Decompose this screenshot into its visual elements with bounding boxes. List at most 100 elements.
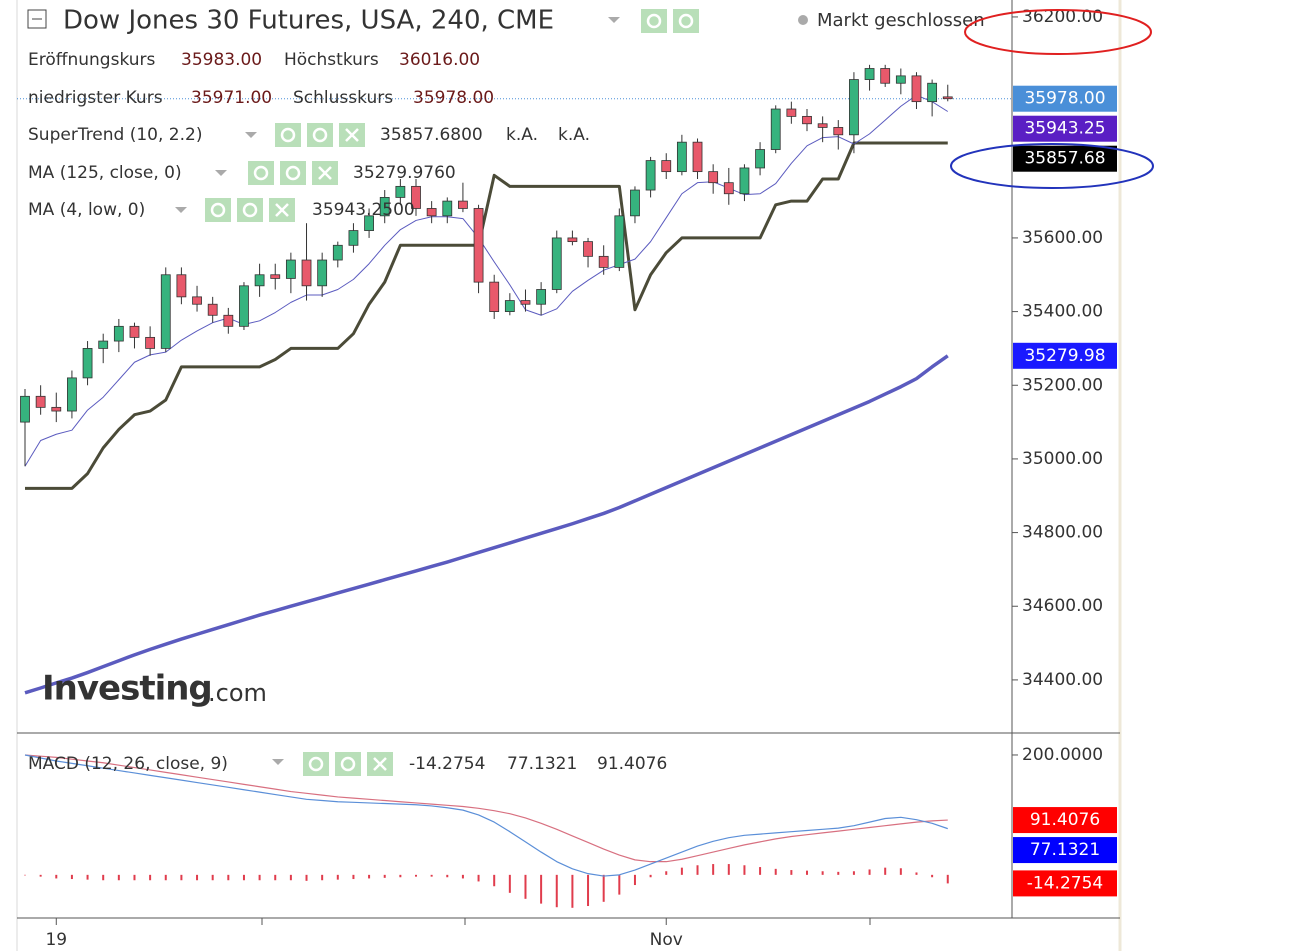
y-tick-label: 35200.00 xyxy=(1022,375,1103,395)
candle-body xyxy=(630,189,640,217)
candle-body xyxy=(614,215,625,268)
price-badge xyxy=(1013,870,1117,897)
price-badge-label: 91.4076 xyxy=(1030,810,1100,830)
candle-body xyxy=(473,208,484,283)
indicator-icon[interactable] xyxy=(307,123,333,147)
candle-body xyxy=(536,289,547,305)
indicator-icon[interactable] xyxy=(205,198,231,222)
indicator-value: 91.4076 xyxy=(597,754,667,774)
dropdown-caret xyxy=(175,207,187,213)
histogram-bar xyxy=(117,874,120,881)
candle-body xyxy=(411,185,421,209)
histogram-bar xyxy=(477,874,480,882)
indicator-icon[interactable] xyxy=(335,752,361,776)
histogram-bar xyxy=(211,874,214,881)
price-badge-label: 77.1321 xyxy=(1030,840,1100,860)
candle-body xyxy=(332,244,343,261)
indicator-name: MACD (12, 26, close, 9) xyxy=(28,754,228,774)
indicator-value: 35857.6800 xyxy=(380,125,483,145)
indicator-name: MA (125, close, 0) xyxy=(28,163,182,183)
ohlc-label: Höchstkurs xyxy=(284,50,379,70)
candle-body xyxy=(880,68,891,84)
candle-body xyxy=(317,259,328,287)
icon-glyph xyxy=(242,202,258,218)
indicator-icon[interactable] xyxy=(275,123,301,147)
candle-body xyxy=(708,171,719,184)
histogram-bar xyxy=(571,874,574,908)
histogram-bar xyxy=(524,874,527,899)
indicator-icon[interactable] xyxy=(280,161,306,185)
candle-body xyxy=(270,274,281,279)
candle-body xyxy=(645,160,656,191)
price-badge-label: 35943.25 xyxy=(1024,119,1105,139)
indicator-value: k.A. xyxy=(558,125,590,145)
histogram-bar xyxy=(931,874,934,878)
icon-glyph xyxy=(253,165,269,181)
y-tick-label: 34800.00 xyxy=(1022,523,1103,543)
candle-body xyxy=(520,300,531,305)
candle-body xyxy=(379,197,390,217)
dropdown-caret xyxy=(215,170,227,176)
status-dot xyxy=(798,15,808,25)
dropdown-caret[interactable] xyxy=(608,17,620,23)
candle-body xyxy=(489,281,500,312)
candle-body xyxy=(802,115,812,125)
indicator-icon[interactable] xyxy=(673,9,699,33)
chart-title: Dow Jones 30 Futures, USA, 240, CME xyxy=(63,6,554,36)
candle-body xyxy=(145,336,156,349)
ohlc-value: 36016.00 xyxy=(399,50,480,70)
histogram-bar xyxy=(242,874,245,881)
icon-glyph xyxy=(318,166,332,180)
candle-body xyxy=(285,259,296,279)
candle-body xyxy=(67,377,77,412)
histogram-bar xyxy=(759,867,762,875)
ohlc-value: 35983.00 xyxy=(181,50,262,70)
y-tick-label: 36200.00 xyxy=(1022,7,1103,27)
candle-body xyxy=(676,141,687,173)
candle-body xyxy=(35,395,46,408)
indicator-icon[interactable] xyxy=(303,752,329,776)
histogram-bar xyxy=(821,871,824,875)
candle-body xyxy=(723,182,734,195)
indicator-icon[interactable] xyxy=(248,161,274,185)
icon-glyph xyxy=(340,756,356,772)
histogram-bar xyxy=(352,874,355,880)
candle-body xyxy=(426,208,437,217)
indicator-value: k.A. xyxy=(506,125,538,145)
histogram-bar xyxy=(743,865,746,875)
candle-body xyxy=(364,215,374,231)
collapse-icon[interactable] xyxy=(27,9,47,29)
histogram-bar xyxy=(680,867,683,875)
price-badge xyxy=(1013,115,1117,142)
candle-body xyxy=(98,340,109,349)
histogram-bar xyxy=(133,874,136,881)
icon-glyph xyxy=(308,756,324,772)
indicator-value: -14.2754 xyxy=(409,754,485,774)
histogram-bar xyxy=(321,874,324,881)
histogram-bar xyxy=(602,874,605,902)
indicator-value: 35943.2500 xyxy=(312,200,415,220)
candle-body xyxy=(942,96,953,100)
y-tick-label: 34600.00 xyxy=(1022,596,1103,616)
plot: 34400.00 34600.00 34800.00 35000.00 35200.00… xyxy=(17,7,1117,950)
histogram-bar xyxy=(649,874,652,878)
market-status: Markt geschlossen xyxy=(817,10,985,31)
indicator-name: MA (4, low, 0) xyxy=(28,200,145,220)
histogram-bar xyxy=(399,874,402,878)
histogram-bar xyxy=(712,864,715,875)
histogram-bar xyxy=(884,867,887,875)
candle-body xyxy=(442,200,453,217)
histogram-bar xyxy=(24,874,26,876)
indicator-icon[interactable] xyxy=(641,9,667,33)
candle-body xyxy=(739,167,750,195)
price-badge-label: -14.2754 xyxy=(1027,873,1103,893)
histogram-bar xyxy=(508,874,511,893)
price-badge xyxy=(1013,145,1117,172)
histogram-bar xyxy=(915,872,918,875)
candle-body xyxy=(254,274,265,287)
histogram-bar xyxy=(227,874,230,881)
indicator-icon[interactable] xyxy=(237,198,263,222)
histogram-bar xyxy=(899,868,902,875)
candle-body xyxy=(833,127,844,136)
indicator-value: 35279.9760 xyxy=(353,163,456,183)
